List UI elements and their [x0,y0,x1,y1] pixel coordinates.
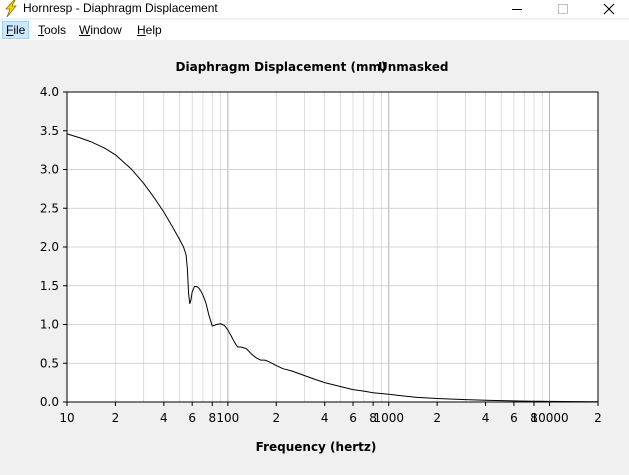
close-button[interactable] [586,0,629,18]
x-tick-label: 1000 [373,411,404,425]
x-tick-label: 2 [112,411,120,425]
y-tick-label: 1.0 [40,318,59,332]
menu-bar: File Tools Window Help [0,20,629,40]
maximize-icon [557,4,568,14]
x-tick-label: 4 [321,411,329,425]
maximize-button[interactable] [540,0,585,18]
displacement-chart: Diaphragm Displacement (mm) Unmasked 0.0… [40,60,602,454]
x-tick-label: 8 [208,411,216,425]
lightning-icon [5,0,17,17]
series-layer [66,133,599,403]
close-icon [603,3,614,15]
y-tick-label: 3.5 [40,124,59,138]
x-tick-label: 2 [594,411,602,425]
chart-subtitle: Unmasked [378,60,448,74]
menu-tools-mnemonic: T [38,23,44,37]
y-tick-label: 3.0 [40,163,59,177]
y-tick-label: 4.0 [40,85,59,99]
menu-window-label: indow [90,23,122,37]
x-tick-label: 6 [188,411,196,425]
y-axis: 0.0 0.5 1.0 1.5 2.0 2.5 3.0 3.5 4.0 [40,85,67,409]
x-tick-label: 10 [59,411,74,425]
menu-file[interactable]: File [2,21,30,39]
x-tick-label: 8 [530,411,538,425]
menu-window[interactable]: Window [76,22,125,38]
x-axis-label: Frequency (hertz) [256,440,377,454]
menu-window-mnemonic: W [79,23,91,37]
window-title: Hornresp - Diaphragm Displacement [23,1,218,15]
x-tick-label: 8 [369,411,377,425]
menu-help-mnemonic: H [137,23,146,37]
y-tick-label: 1.5 [40,279,59,293]
chart-area: Diaphragm Displacement (mm) Unmasked 0.0… [0,40,629,470]
y-tick-label: 0.5 [40,356,59,370]
x-tick-label: 2 [433,411,441,425]
x-tick-label: 6 [510,411,518,425]
menu-tools-label: ools [44,23,67,37]
menu-file-label: ile [13,23,26,37]
y-tick-label: 2.5 [40,201,59,215]
x-tick-label: 4 [160,411,168,425]
minimize-button[interactable] [494,0,539,18]
x-tick-label: 2 [272,411,280,425]
x-tick-label: 100 [216,411,239,425]
chart-title: Diaphragm Displacement (mm) [176,60,387,74]
grid [67,92,598,402]
y-tick-label: 2.0 [40,240,59,254]
menu-file-mnemonic: F [6,23,14,37]
menu-help[interactable]: Help [134,22,165,38]
series-line [66,133,599,403]
x-tick-label: 10000 [530,411,568,425]
y-tick-label: 0.0 [40,395,59,409]
x-tick-label: 6 [349,411,357,425]
menu-tools[interactable]: Tools [35,22,69,38]
title-bar: Hornresp - Diaphragm Displacement [0,0,629,18]
minimize-icon [511,9,522,10]
menu-help-label: elp [145,23,162,37]
x-tick-label: 4 [482,411,490,425]
